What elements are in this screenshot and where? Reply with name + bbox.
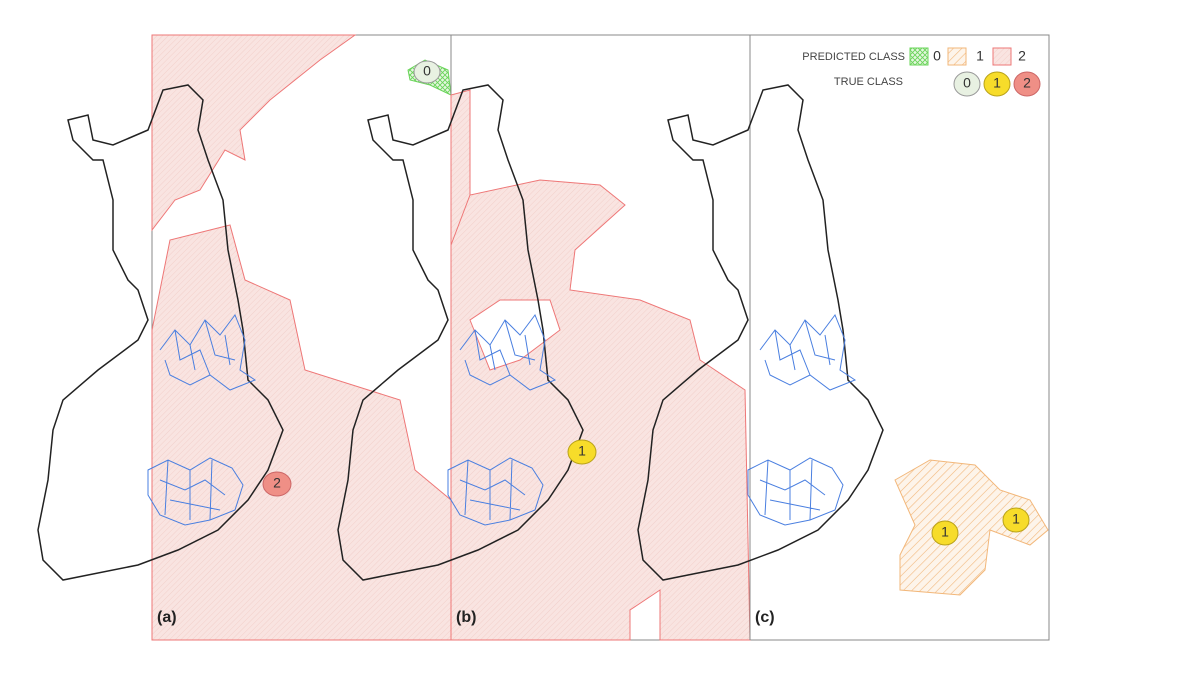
legend-label: 1: [993, 75, 1001, 91]
region-class-2: [151, 224, 452, 641]
legend-title: PREDICTED CLASS: [802, 51, 905, 63]
marker: [931, 520, 959, 546]
legend-swatch: [909, 47, 929, 66]
marker-label: 1: [1012, 511, 1020, 527]
panel-a: 0 2 (a): [37, 34, 452, 641]
legend-label: 0: [963, 75, 971, 91]
region-class-2: [151, 34, 357, 232]
panel-label: (b): [456, 609, 476, 626]
marker: [262, 471, 292, 497]
legend-label: 2: [1018, 48, 1026, 64]
marker: [567, 439, 597, 465]
legend-title: TRUE CLASS: [834, 76, 903, 88]
panel-c: 1 1 (c) PREDICTED CLASS 0 1 2 TRUE CLASS…: [637, 47, 1049, 626]
region-class-2: [450, 179, 751, 641]
legend-marker: [953, 71, 981, 97]
legend: PREDICTED CLASS 0 1 2 TRUE CLASS 0 1 2: [802, 47, 1041, 97]
legend-label: 0: [933, 48, 941, 64]
legend-marker: [1013, 71, 1041, 97]
panel-label: (a): [157, 609, 177, 626]
legend-marker: [983, 71, 1011, 97]
marker-label: 2: [273, 475, 281, 491]
panel-label: (c): [755, 609, 775, 626]
marker: [1002, 507, 1030, 533]
region-class-1: [894, 459, 1049, 596]
marker-label: 0: [423, 63, 431, 79]
marker: [413, 60, 441, 84]
legend-swatch: [947, 47, 967, 66]
legend-label: 2: [1023, 75, 1031, 91]
panel-b: 1 (b): [337, 84, 751, 641]
legend-swatch: [992, 47, 1012, 66]
marker-label: 1: [578, 443, 586, 459]
marker-label: 1: [941, 524, 949, 540]
legend-label: 1: [976, 48, 984, 64]
